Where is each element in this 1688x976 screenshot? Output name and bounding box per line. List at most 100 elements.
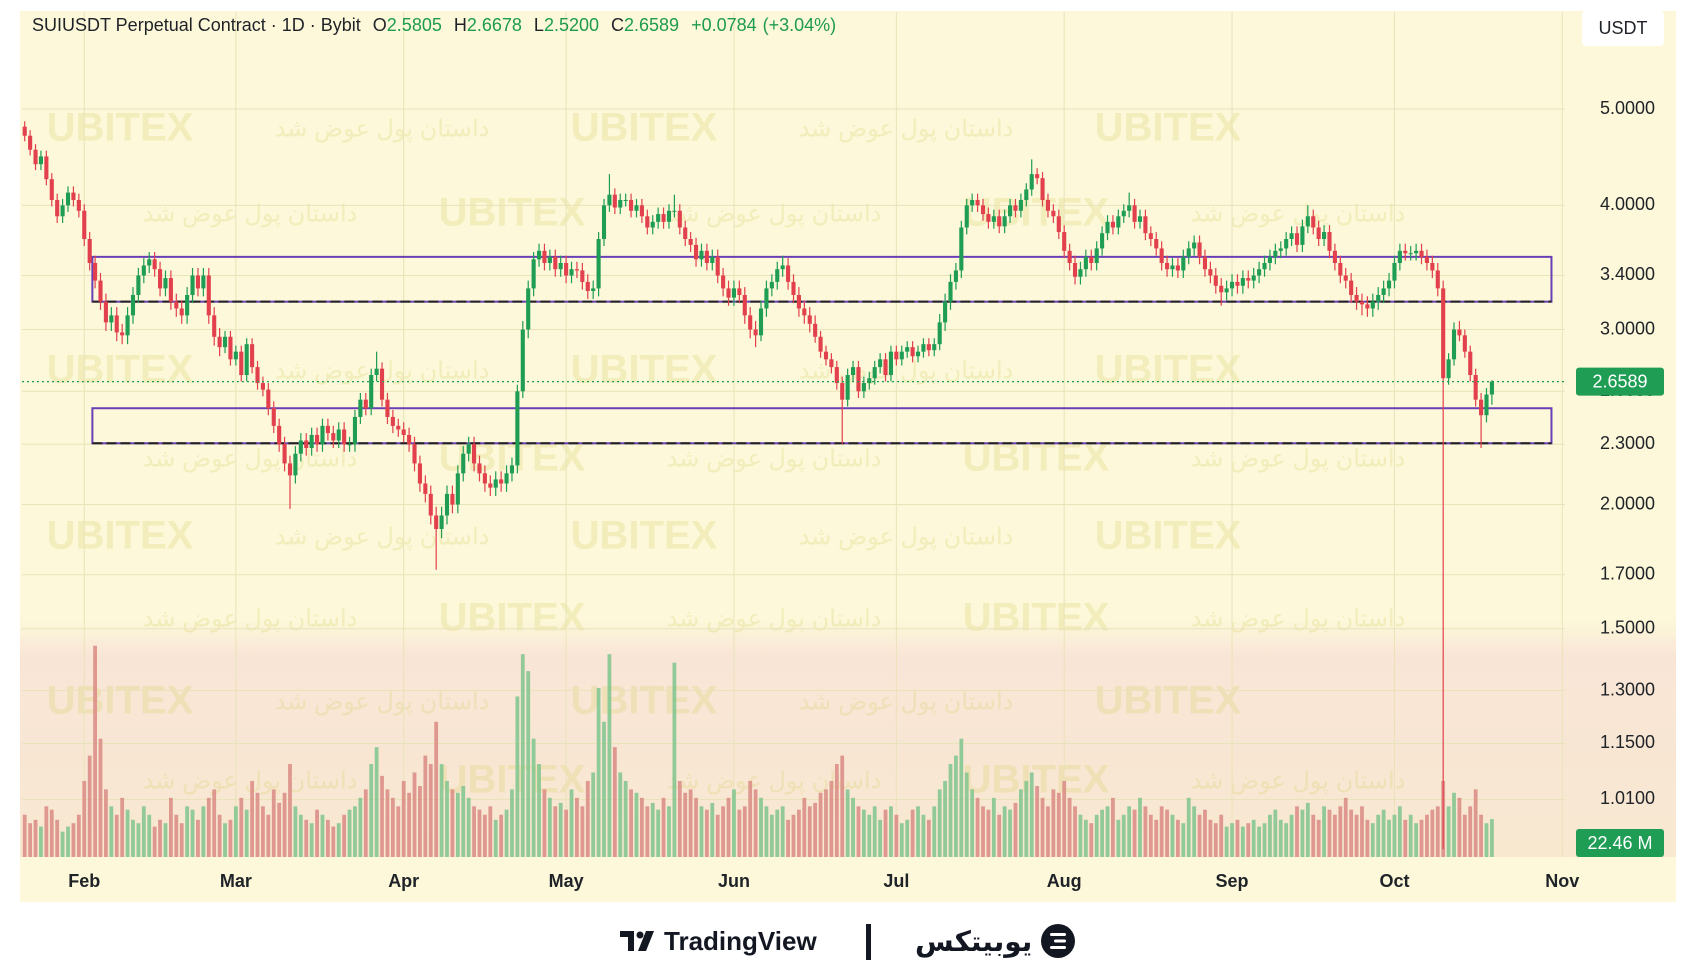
volume-bar	[147, 814, 152, 857]
volume-bar	[418, 786, 422, 857]
candle-body	[358, 399, 363, 417]
candle-body	[1446, 359, 1451, 379]
candle-body	[558, 262, 563, 270]
volume-bar	[585, 780, 590, 857]
candle-body	[1338, 262, 1343, 276]
candle-body	[423, 483, 428, 494]
volume-bar	[244, 809, 249, 857]
volume-bar	[769, 814, 774, 857]
watermark-brand: UBITEX	[47, 106, 194, 150]
volume-bar	[1170, 814, 1175, 857]
candle-body	[948, 281, 953, 302]
volume-bar	[1392, 814, 1397, 857]
last-volume-label: 22.46 M	[1587, 833, 1652, 853]
watermark-slogan: داستان پول عوض شد	[1191, 200, 1406, 227]
volume-bar	[125, 809, 130, 857]
candle-body	[93, 262, 98, 281]
volume-bar	[261, 806, 265, 857]
volume-bar	[1100, 809, 1104, 857]
candle-body	[1105, 221, 1110, 234]
candle-body	[612, 194, 617, 208]
candle-body	[829, 359, 834, 368]
candle-body	[147, 259, 152, 266]
candle-body	[228, 336, 233, 360]
watermark-brand: UBITEX	[1095, 514, 1242, 558]
volume-bar	[380, 775, 384, 857]
volume-bar	[1387, 819, 1391, 857]
volume-bar	[1452, 792, 1456, 857]
volume-bar	[515, 696, 520, 857]
candle-body	[271, 408, 276, 426]
volume-bar	[1343, 797, 1348, 857]
candle-body	[1414, 250, 1419, 254]
candle-body	[883, 359, 888, 376]
volume-bar	[1484, 823, 1489, 857]
y-tick-label: 1.3000	[1600, 679, 1655, 699]
x-tick-label: Jun	[718, 871, 750, 891]
candle-body	[1202, 256, 1208, 270]
volume-bar	[704, 809, 709, 857]
watermark-slogan: داستان پول عوض شد	[667, 200, 882, 227]
volume-bar	[98, 738, 103, 857]
volume-bar	[1251, 819, 1256, 857]
volume-bar	[466, 797, 471, 857]
volume-bar	[1273, 809, 1278, 857]
volume-bar	[331, 826, 336, 857]
candle-body	[412, 444, 417, 464]
x-tick-label: Apr	[388, 871, 419, 891]
volume-bar	[558, 802, 563, 857]
volume-bar	[76, 814, 81, 857]
candle-body	[1002, 216, 1007, 227]
volume-bar	[1305, 802, 1310, 857]
volume-bar	[168, 797, 173, 857]
watermark-brand: UBITEX	[1095, 679, 1242, 723]
volume-bar	[1067, 797, 1072, 857]
volume-bar	[1262, 823, 1267, 857]
candle-body	[856, 367, 861, 392]
candle-body	[775, 269, 780, 282]
candle-body	[1192, 242, 1197, 249]
candle-body	[444, 493, 450, 516]
candle-body	[742, 294, 747, 316]
volume-bar	[672, 662, 677, 857]
watermark-slogan: داستان پول عوض شد	[799, 357, 1014, 384]
volume-bar	[1105, 806, 1110, 857]
candle-body	[807, 315, 812, 324]
currency-button[interactable]: USDT	[1582, 11, 1664, 46]
candle-body	[1430, 262, 1435, 271]
candle-body	[450, 493, 455, 505]
volume-bar	[55, 819, 60, 857]
volume-bar	[347, 809, 352, 857]
candle-body	[1311, 216, 1316, 228]
candle-body	[943, 301, 948, 323]
watermark-slogan: داستان پول عوض شد	[799, 688, 1014, 715]
candle-body	[1078, 269, 1083, 277]
candle-body	[1484, 394, 1489, 416]
candle-body	[1257, 269, 1262, 276]
volume-bar	[1316, 819, 1321, 857]
candle-body	[1024, 189, 1029, 200]
volume-bar	[537, 764, 541, 857]
volume-bar	[342, 814, 347, 857]
volume-bar	[212, 789, 217, 857]
volume-bar	[87, 755, 92, 857]
y-tick-label: 3.0000	[1600, 318, 1655, 338]
volume-bar	[472, 806, 476, 857]
volume-bar	[1397, 806, 1402, 857]
candle-body	[564, 262, 569, 276]
candle-body	[385, 399, 390, 417]
candle-body	[1381, 288, 1386, 295]
candle-body	[103, 301, 108, 323]
volume-bar	[851, 797, 855, 857]
volume-bar	[1208, 819, 1213, 857]
volume-bar	[163, 823, 168, 857]
volume-bar	[526, 671, 531, 857]
volume-bar	[1300, 809, 1305, 857]
volume-bar	[407, 792, 411, 857]
candle-body	[233, 351, 238, 360]
candle-body	[1213, 275, 1218, 286]
volume-bar	[1240, 826, 1245, 857]
candle-body	[130, 294, 136, 316]
candle-body	[71, 192, 76, 200]
